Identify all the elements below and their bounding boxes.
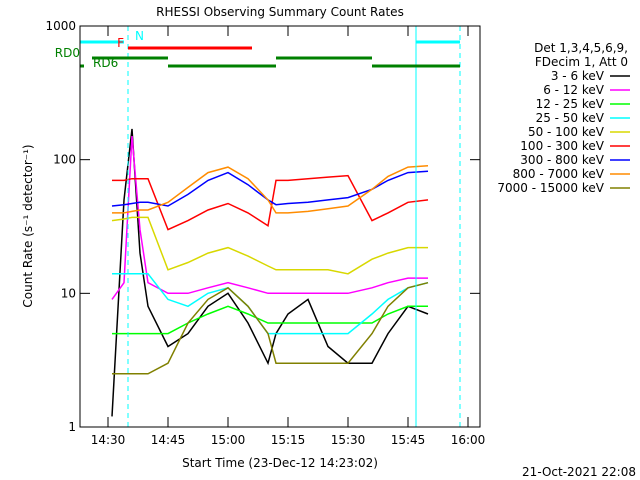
legend-header: Det 1,3,4,5,6,9, — [534, 41, 628, 55]
x-tick-label: 15:45 — [391, 433, 426, 447]
chart-title: RHESSI Observing Summary Count Rates — [156, 5, 404, 19]
flag-label: RD6 — [93, 56, 118, 70]
legend-header: FDecim 1, Att 0 — [535, 55, 628, 69]
footer: 21-Oct-2021 22:08 — [522, 465, 636, 479]
data-line — [112, 305, 428, 335]
data-line — [111, 170, 429, 207]
x-tick-label: 16:00 — [451, 433, 486, 447]
legend-label: 50 - 100 keV — [528, 125, 605, 139]
x-tick-label: 15:00 — [211, 433, 246, 447]
data-line — [112, 174, 429, 231]
x-axis-label: Start Time (23-Dec-12 14:23:02) — [182, 456, 378, 470]
flag-label: F — [117, 36, 124, 50]
data-line — [111, 216, 428, 275]
data-line — [111, 128, 429, 417]
legend-label: 7000 - 15000 keV — [497, 181, 604, 195]
plot-frame — [79, 25, 481, 428]
legend-label: 300 - 800 keV — [520, 153, 604, 167]
legend-label: 800 - 7000 keV — [513, 167, 605, 181]
data-line — [112, 281, 429, 375]
x-tick-label: 14:45 — [151, 433, 186, 447]
x-tick-label: 14:30 — [91, 433, 126, 447]
flag-label: N — [135, 29, 144, 43]
y-tick-label: 1 — [68, 420, 76, 434]
x-tick-label: 15:30 — [331, 433, 366, 447]
legend-label: 3 - 6 keV — [551, 69, 605, 83]
y-axis-label: Count Rate (s⁻¹ detector⁻¹) — [21, 144, 35, 307]
legend-label: 100 - 300 keV — [520, 139, 604, 153]
legend-label: 12 - 25 keV — [536, 97, 605, 111]
y-tick-label: 100 — [53, 153, 76, 167]
x-tick-label: 15:15 — [271, 433, 306, 447]
y-tick-label: 1000 — [45, 19, 76, 33]
y-tick-label: 10 — [61, 286, 76, 300]
flag-label: RD0 — [55, 46, 80, 60]
legend-label: 6 - 12 keV — [543, 83, 605, 97]
data-line — [112, 165, 429, 214]
data-line — [111, 136, 428, 300]
legend-label: 25 - 50 keV — [536, 111, 605, 125]
